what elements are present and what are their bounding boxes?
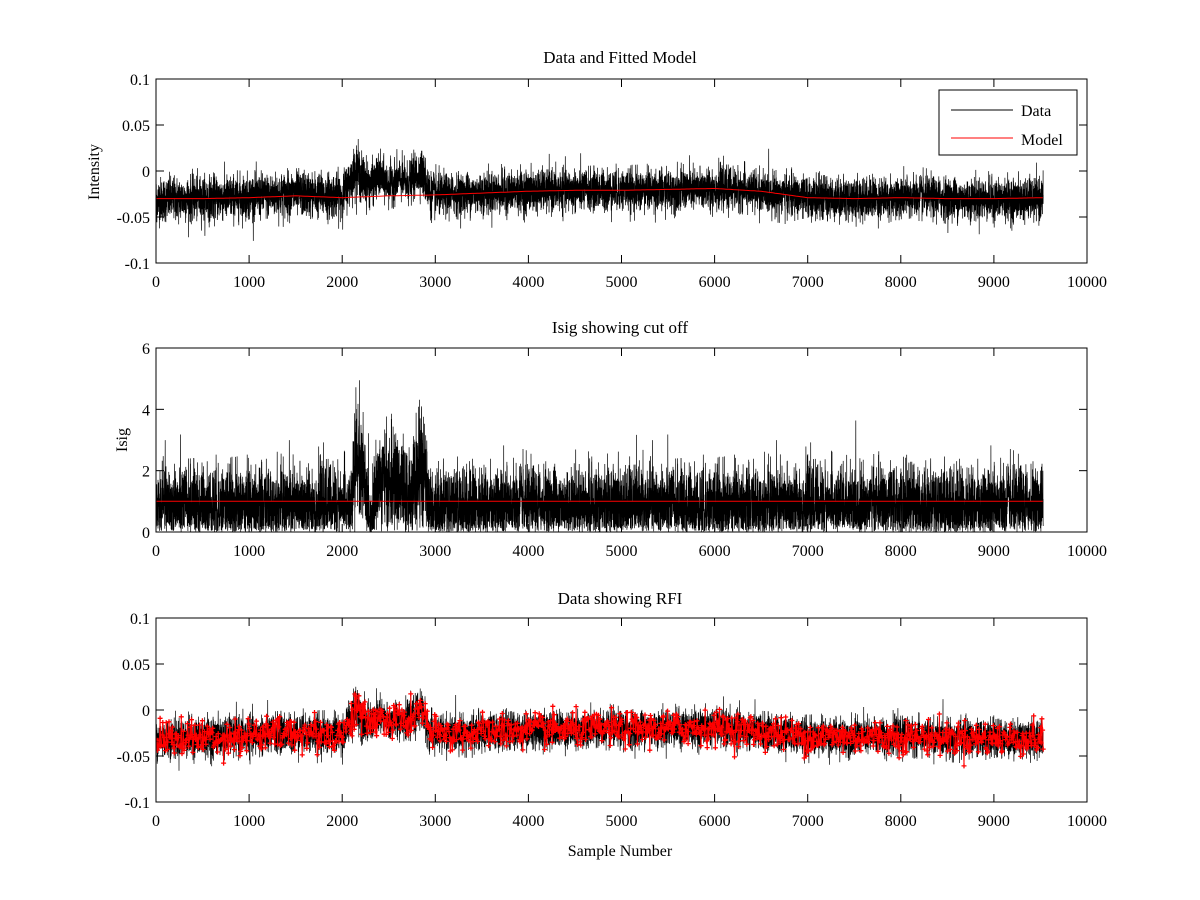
panel-1-xtick-label: 1000 <box>233 274 265 291</box>
panel-3-series-2-markers <box>156 691 1046 769</box>
panel-1-xtick-label: 5000 <box>606 274 638 291</box>
panel-2-xtick-label: 0 <box>152 543 160 560</box>
panel-3-ytick-label: 0.05 <box>122 657 150 674</box>
panel-1-series-group <box>156 138 1044 241</box>
panel-3-xtick-label: 4000 <box>512 813 544 830</box>
panel-isig-showing-cut-off: Isig showing cut off Isig 0 1000 2000 3000 4… <box>114 318 1107 560</box>
panel-1-ytick-label: -0.1 <box>125 256 150 273</box>
panel-3-plot-area <box>156 686 1046 771</box>
panel-2-ytick-label: 4 <box>142 402 150 419</box>
panel-3-xtick-label: 1000 <box>233 813 265 830</box>
panel-2-plot-area <box>156 380 1044 532</box>
legend-data-label: Data <box>1021 103 1051 120</box>
panel-2-xtick-label: 2000 <box>326 543 358 560</box>
panel-3-xtick-label: 7000 <box>792 813 824 830</box>
panel-1-xtick-label: 10000 <box>1067 274 1107 291</box>
panel-1-ytick-label: 0 <box>142 164 150 181</box>
panel-1-xtick-label: 9000 <box>978 274 1010 291</box>
panel-3-ytick-label: -0.05 <box>117 749 150 766</box>
panel-3-series-group <box>156 686 1046 771</box>
panel-3-axes-frame: 0 1000 2000 3000 4000 5000 6000 7000 8000 9000 100… <box>117 611 1107 830</box>
panel-1-xtick-label: 8000 <box>885 274 917 291</box>
panel-1-xtick-label: 0 <box>152 274 160 291</box>
panel-1-xtick-label: 3000 <box>419 274 451 291</box>
panel-3-xtick-label: 6000 <box>699 813 731 830</box>
panel-1-title: Data and Fitted Model <box>543 48 697 67</box>
panel-1-ytick-label: -0.05 <box>117 210 150 227</box>
panel-3-xtick-label: 8000 <box>885 813 917 830</box>
legend-box <box>938 89 1078 156</box>
panel-2-ylabel: Isig <box>114 428 131 452</box>
panel-1-axes-frame: 0 1000 2000 3000 4000 5000 6000 7000 8000 9000 100… <box>117 72 1107 291</box>
panel-3-xtick-label: 3000 <box>419 813 451 830</box>
panel-3-title: Data showing RFI <box>558 589 683 608</box>
panel-2-isig-trace <box>156 380 1044 532</box>
panel-3-xtick-label: 9000 <box>978 813 1010 830</box>
panel-2-xtick-label: 9000 <box>978 543 1010 560</box>
panel-2-xtick-label: 3000 <box>419 543 451 560</box>
panel-2-ytick-label: 0 <box>142 525 150 542</box>
panel-3-xtick-label: 0 <box>152 813 160 830</box>
panel-1-ylabel: Intensity <box>86 144 103 200</box>
panel-1-xtick-label: 4000 <box>512 274 544 291</box>
panel-2-title: Isig showing cut off <box>552 318 688 337</box>
panel-3-ytick-label: -0.1 <box>125 795 150 812</box>
panel-2-axes-frame: 0 1000 2000 3000 4000 5000 6000 7000 8000 9000 100… <box>142 341 1107 560</box>
panel-3-xtick-label: 10000 <box>1067 813 1107 830</box>
panel-3-ytick-label: 0 <box>142 703 150 720</box>
panel-1-plot-area <box>156 138 1044 241</box>
panel-3-xtick-label: 5000 <box>606 813 638 830</box>
panel-1-xtick-label: 7000 <box>792 274 824 291</box>
panel-1-model-line <box>156 188 1043 200</box>
panel-2-series-group <box>156 380 1044 532</box>
panel-data-showing-rfi: Data showing RFI Sample Number 0 1000 2000… <box>117 589 1107 860</box>
panel-3-xtick-label: 2000 <box>326 813 358 830</box>
panel-1-ytick-label: 0.1 <box>130 72 150 89</box>
panel-data-and-fitted-model: Data and Fitted Model Intensity 0 1000 200… <box>86 48 1107 291</box>
panel-3-xlabel: Sample Number <box>568 843 673 860</box>
panel-2-xtick-label: 4000 <box>512 543 544 560</box>
panel-2-xtick-label: 1000 <box>233 543 265 560</box>
legend: Data Model <box>938 89 1078 156</box>
panel-2-xtick-label: 10000 <box>1067 543 1107 560</box>
panel-2-xtick-label: 8000 <box>885 543 917 560</box>
panel-3-ytick-label: 0.1 <box>130 611 150 628</box>
legend-model-label: Model <box>1021 132 1063 149</box>
panel-2-ytick-label: 6 <box>142 341 150 358</box>
panel-1-ytick-label: 0.05 <box>122 118 150 135</box>
panel-1-xtick-label: 6000 <box>699 274 731 291</box>
panel-2-ytick-label: 2 <box>142 464 150 481</box>
panel-2-xtick-label: 7000 <box>792 543 824 560</box>
panel-1-xtick-label: 2000 <box>326 274 358 291</box>
panel-2-xtick-label: 6000 <box>699 543 731 560</box>
panel-2-xtick-label: 5000 <box>606 543 638 560</box>
